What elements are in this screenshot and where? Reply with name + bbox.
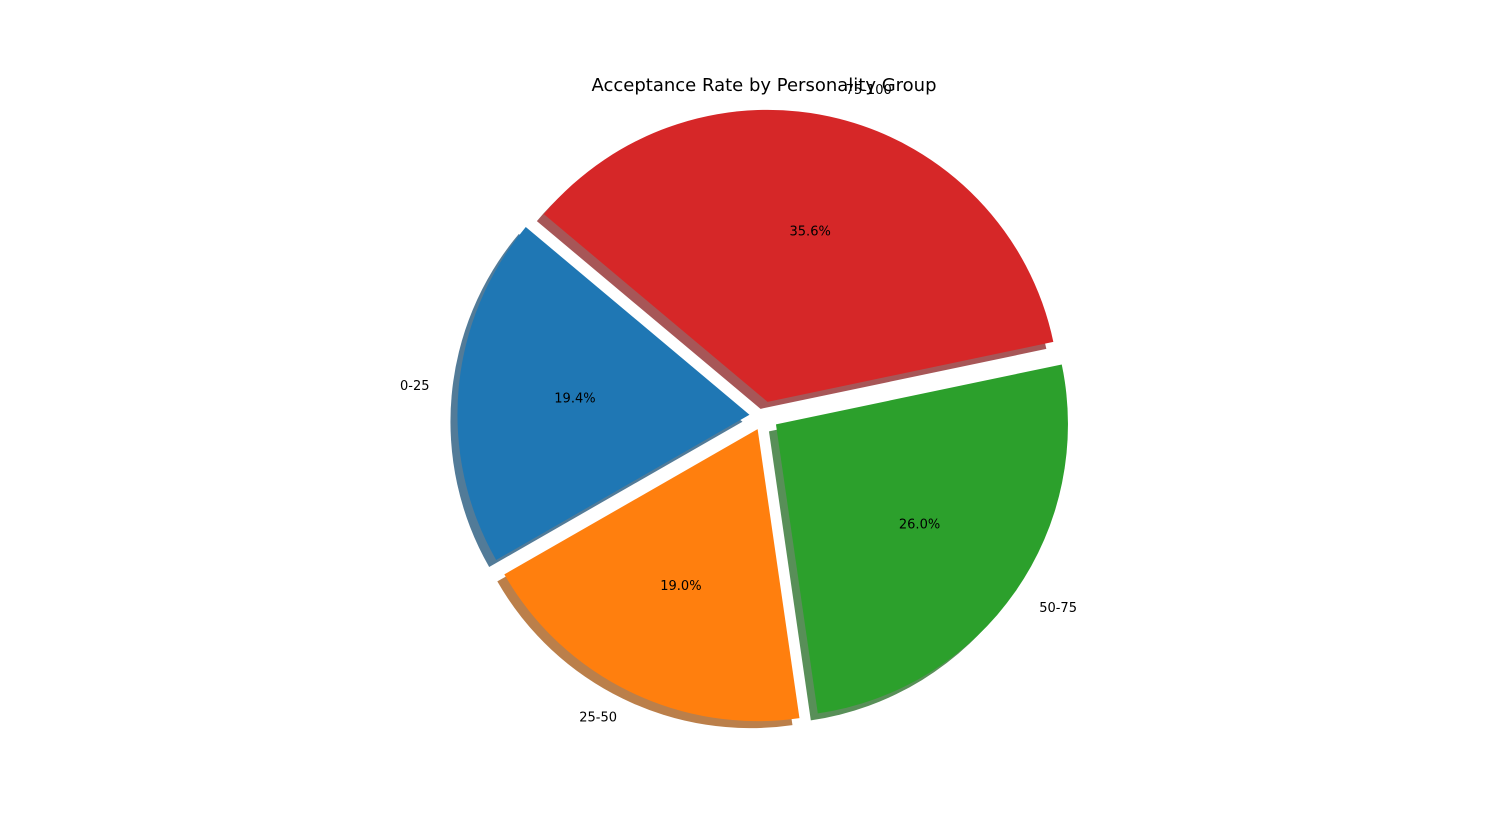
slice-percent-0-25: 19.4% — [554, 392, 595, 407]
slice-percent-25-50: 19.0% — [660, 579, 701, 594]
chart-title: Acceptance Rate by Personality Group — [591, 75, 936, 96]
pie-slices — [457, 109, 1068, 722]
slice-label-0-25: 0-25 — [400, 379, 430, 394]
pie-slice-50-75 — [775, 364, 1068, 714]
slice-label-50-75: 50-75 — [1039, 601, 1077, 616]
slice-labels: 0-25 19.4% 25-50 19.0% 50-75 26.0% 75-100 35.6% — [400, 83, 1077, 726]
slice-label-75-100: 75-100 — [846, 83, 892, 98]
slice-label-25-50: 25-50 — [579, 710, 617, 725]
slice-percent-75-100: 35.6% — [790, 224, 831, 239]
pie-slice-25-50 — [504, 429, 800, 722]
slice-percent-50-75: 26.0% — [899, 517, 940, 532]
pie-slice-75-100 — [543, 109, 1054, 402]
pie-slice-0-25 — [457, 227, 750, 561]
